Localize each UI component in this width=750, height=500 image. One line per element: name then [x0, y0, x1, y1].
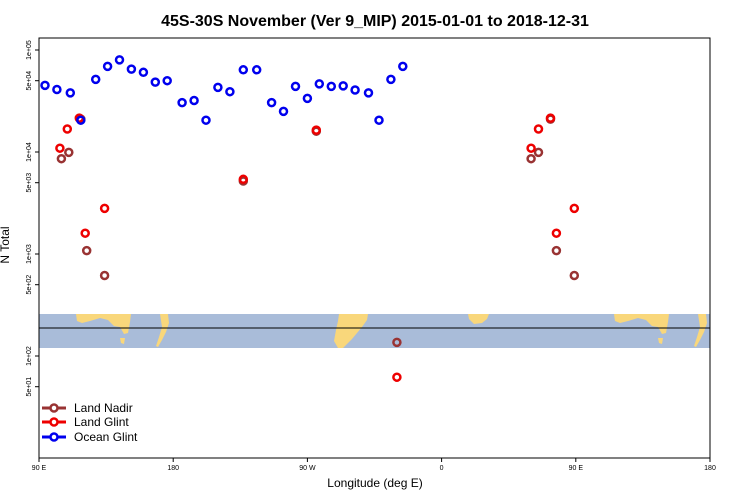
- legend-label-land-glint: Land Glint: [74, 415, 129, 429]
- x-tick-label: 90 E: [569, 465, 584, 472]
- data-point-ocean-glint: [90, 74, 101, 85]
- land-shape-tasmania-2: [658, 338, 663, 344]
- data-point-ocean-glint: [65, 88, 76, 98]
- y-tick-label: 1e+03: [26, 244, 33, 264]
- map-background: [39, 314, 710, 348]
- y-tick-label: 1e+02: [26, 346, 33, 366]
- data-points: [40, 55, 580, 382]
- data-point-ocean-glint: [363, 88, 374, 98]
- data-point-ocean-glint: [76, 115, 86, 125]
- data-point-land-nadir: [392, 337, 402, 348]
- data-point-ocean-glint: [150, 77, 161, 87]
- data-point-land-glint: [62, 124, 73, 134]
- land-shape-africa: [468, 314, 489, 324]
- x-tick-label: 90 E: [32, 465, 47, 472]
- data-point-ocean-glint: [114, 55, 125, 65]
- data-point-ocean-glint: [278, 106, 289, 117]
- x-tick-label: 90 W: [299, 465, 316, 472]
- land-shape-australia-2: [614, 314, 669, 334]
- x-axis-label: Longitude (deg E): [327, 476, 422, 490]
- data-point-land-glint: [238, 174, 249, 185]
- y-tick-label: 5e+02: [26, 275, 33, 295]
- plot-area-border: [38, 37, 711, 459]
- data-point-ocean-glint: [189, 95, 199, 106]
- y-tick-label: 5e+03: [26, 173, 33, 193]
- data-point-land-glint: [99, 203, 110, 214]
- x-tick-label: 180: [167, 465, 179, 472]
- y-tick-label: 1e+04: [26, 142, 33, 162]
- data-point-land-glint: [526, 143, 536, 153]
- data-point-land-nadir: [526, 153, 536, 164]
- y-tick-label: 1e+05: [26, 40, 33, 60]
- data-point-land-nadir: [569, 270, 580, 281]
- land-shape-australia: [76, 314, 131, 334]
- data-point-ocean-glint: [40, 80, 50, 91]
- data-point-ocean-glint: [251, 65, 262, 75]
- data-point-ocean-glint: [201, 115, 211, 125]
- data-point-ocean-glint: [338, 81, 348, 91]
- data-point-ocean-glint: [326, 81, 337, 92]
- x-tick-label: 180: [704, 465, 716, 472]
- data-point-land-nadir: [64, 147, 74, 158]
- data-point-land-glint: [311, 125, 322, 135]
- y-axis-label: N Total: [0, 226, 12, 263]
- chart-title: 45S-30S November (Ver 9_MIP) 2015-01-01 …: [161, 13, 589, 30]
- data-point-ocean-glint: [398, 61, 408, 72]
- land-shape-south-america: [334, 314, 368, 348]
- data-point-ocean-glint: [126, 64, 137, 74]
- data-point-ocean-glint: [290, 81, 301, 92]
- data-point-ocean-glint: [314, 79, 325, 89]
- data-point-land-nadir: [551, 245, 562, 256]
- data-point-land-glint: [533, 124, 544, 134]
- data-point-land-glint: [392, 372, 402, 382]
- ocean-band: [39, 314, 710, 348]
- data-point-land-glint: [55, 143, 65, 153]
- land-shape-tasmania: [120, 338, 125, 344]
- data-point-land-glint: [569, 203, 580, 214]
- legend-label-ocean-glint: Ocean Glint: [74, 430, 138, 444]
- data-point-ocean-glint: [266, 97, 277, 108]
- data-point-land-nadir: [533, 147, 544, 158]
- data-point-ocean-glint: [374, 115, 384, 125]
- y-tick-label: 5e+01: [26, 377, 33, 397]
- data-point-ocean-glint: [238, 65, 249, 75]
- legend-label-land-nadir: Land Nadir: [74, 401, 133, 415]
- x-tick-label: 0: [440, 465, 444, 472]
- legend-marker-land-nadir: [49, 403, 59, 413]
- y-axis: 5e+01 1e+02 5e+02 1e+03 5e+03 1e+04 5e+04 1e+05: [26, 40, 39, 397]
- data-point-ocean-glint: [213, 82, 223, 93]
- data-point-ocean-glint: [177, 97, 187, 108]
- plot-frame: [38, 37, 711, 459]
- data-point-ocean-glint: [302, 93, 313, 104]
- x-axis: 90 E 180 90 W 0 90 E 180: [32, 458, 716, 472]
- land-shape-new-zealand: [156, 314, 169, 347]
- data-point-ocean-glint: [52, 84, 62, 95]
- legend-marker-ocean-glint: [49, 432, 59, 442]
- data-point-ocean-glint: [386, 74, 396, 85]
- data-point-land-nadir: [56, 153, 67, 164]
- legend-marker-land-glint: [49, 417, 59, 427]
- data-point-land-nadir: [81, 245, 92, 256]
- data-point-ocean-glint: [225, 86, 235, 97]
- y-tick-label: 5e+04: [26, 71, 33, 91]
- land-shape-new-zealand-2: [694, 314, 707, 347]
- legend: Land Nadir Land Glint Ocean Glint: [42, 401, 138, 444]
- data-point-land-nadir: [99, 270, 110, 281]
- data-point-land-glint: [80, 228, 90, 238]
- data-point-ocean-glint: [350, 85, 360, 95]
- data-point-ocean-glint: [162, 75, 172, 86]
- data-point-ocean-glint: [102, 61, 113, 72]
- data-point-ocean-glint: [138, 67, 149, 78]
- data-point-land-glint: [545, 113, 556, 123]
- data-point-land-glint: [551, 228, 562, 238]
